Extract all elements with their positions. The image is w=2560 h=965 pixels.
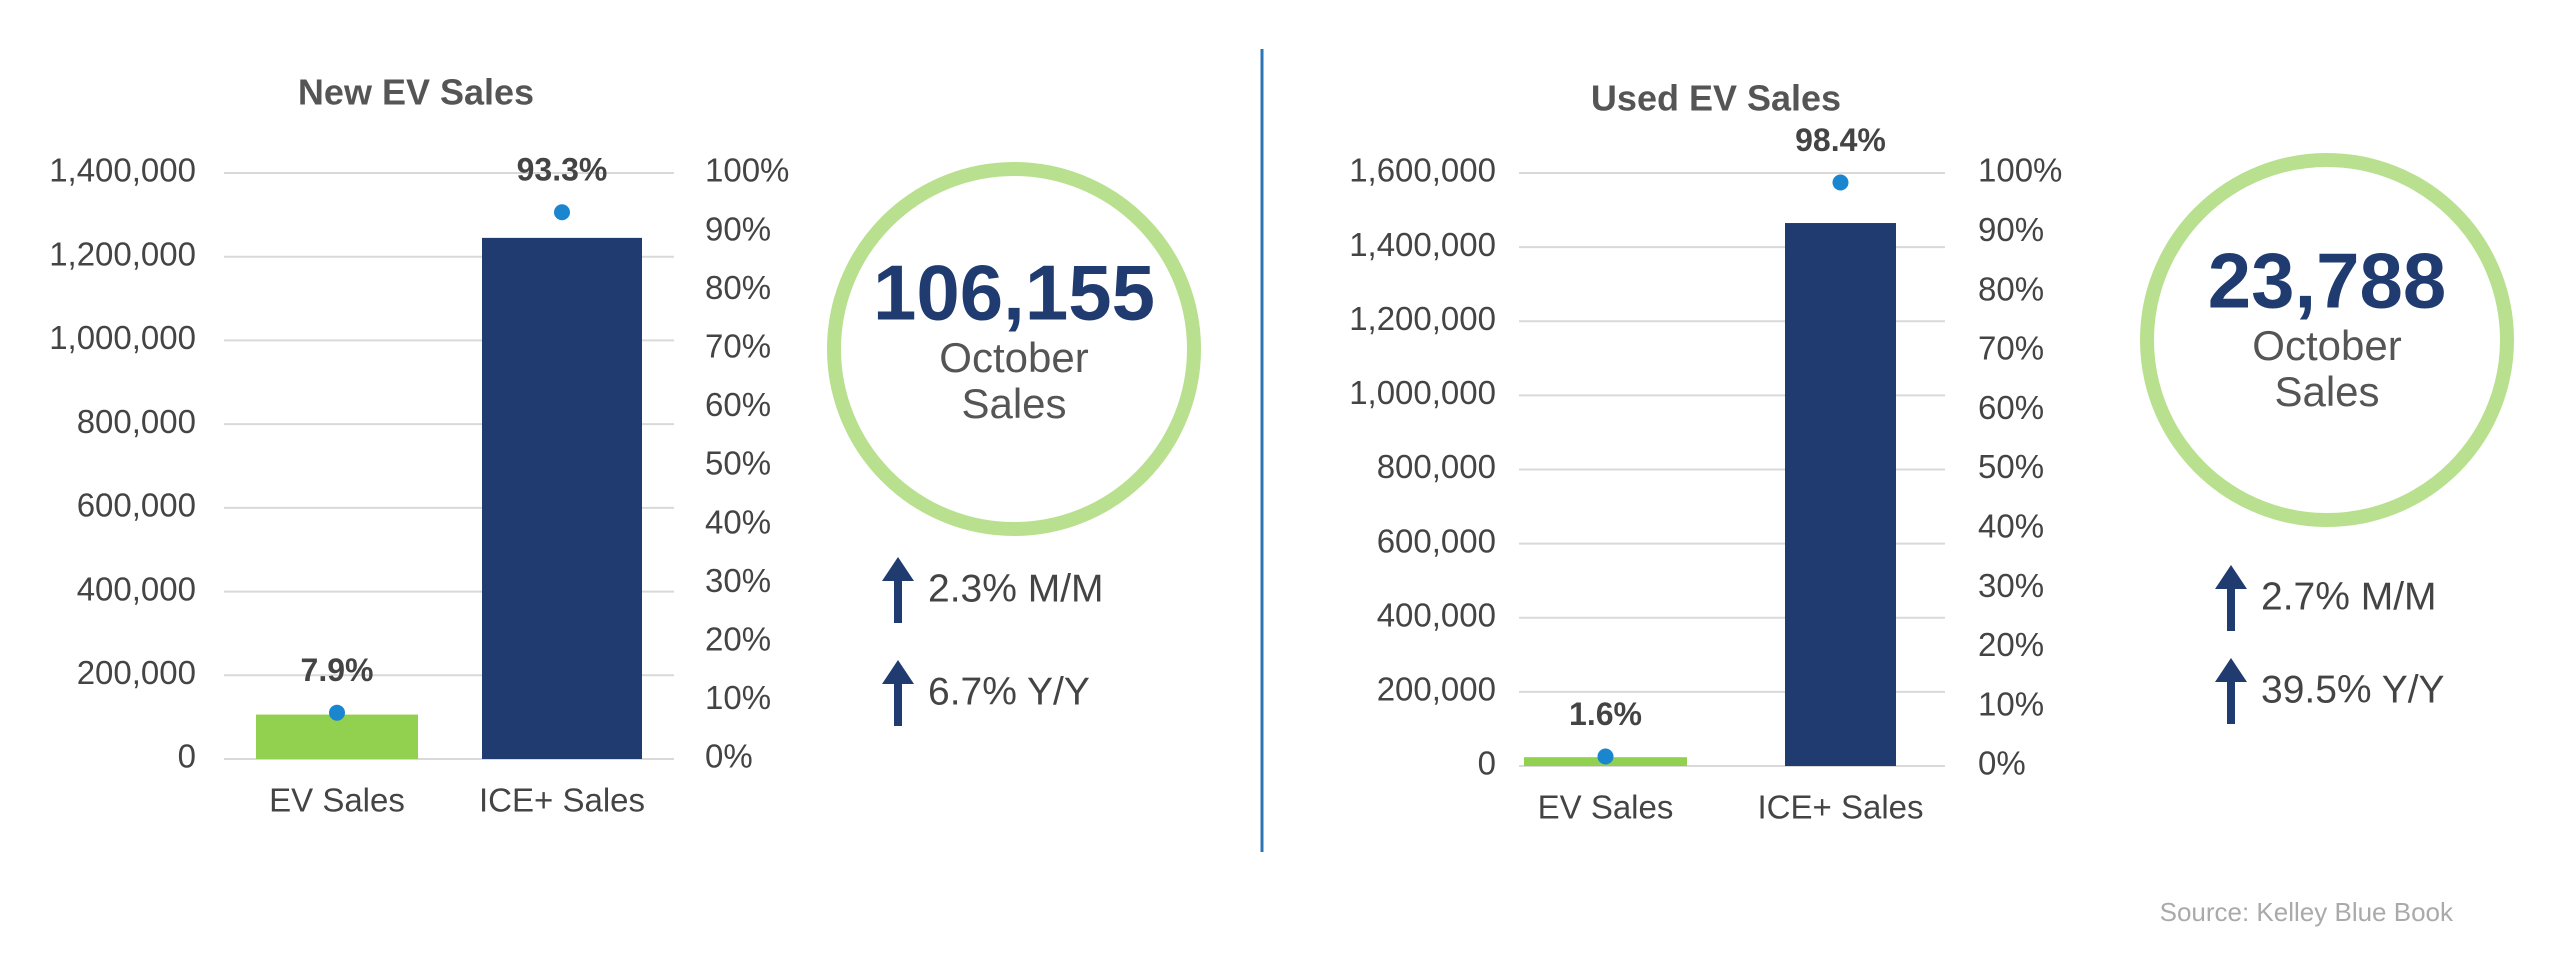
y2-tick-label: 60% xyxy=(705,386,771,423)
bar xyxy=(1785,223,1896,767)
highlight-label: Sales xyxy=(2274,368,2379,415)
y-tick-label: 1,400,000 xyxy=(49,152,196,189)
highlight-ring xyxy=(827,162,1201,536)
up-arrow xyxy=(2215,658,2247,724)
y-tick-label: 800,000 xyxy=(77,403,196,440)
bar xyxy=(256,714,418,759)
highlight-label: Sales xyxy=(961,380,1066,427)
y-tick-label: 0 xyxy=(1478,745,1496,782)
data-label: 1.6% xyxy=(1569,696,1642,732)
y2-tick-label: 100% xyxy=(1978,152,2062,189)
highlight-value: 23,788 xyxy=(2208,237,2447,325)
bar xyxy=(482,237,642,760)
highlight-label: October xyxy=(2252,322,2401,369)
y2-tick-label: 90% xyxy=(705,210,771,247)
y2-tick-label: 30% xyxy=(1978,567,2044,604)
up-arrow xyxy=(882,660,914,726)
y2-tick-label: 0% xyxy=(705,738,753,775)
chart-title: Used EV Sales xyxy=(1591,78,1841,119)
share-dot xyxy=(554,204,570,221)
share-dot xyxy=(1597,748,1614,765)
y-tick-label: 400,000 xyxy=(77,570,196,607)
highlight-ring xyxy=(2140,153,2514,527)
y2-tick-label: 50% xyxy=(1978,448,2044,485)
y-tick-label: 1,200,000 xyxy=(1349,300,1496,337)
y2-tick-label: 90% xyxy=(1978,211,2044,248)
data-label: 7.9% xyxy=(301,652,374,688)
y2-tick-label: 70% xyxy=(705,328,771,365)
y-tick-label: 600,000 xyxy=(77,487,196,524)
y2-tick-label: 10% xyxy=(705,679,771,716)
y-tick-label: 1,000,000 xyxy=(1349,374,1496,411)
x-tick-label: EV Sales xyxy=(1538,789,1674,826)
y-tick-label: 1,600,000 xyxy=(1349,152,1496,189)
share-dot xyxy=(329,704,345,721)
y-tick-label: 1,000,000 xyxy=(49,319,196,356)
y2-tick-label: 30% xyxy=(705,562,771,599)
y-tick-label: 600,000 xyxy=(1377,522,1496,559)
highlight-label: October xyxy=(939,334,1088,381)
y2-tick-label: 40% xyxy=(1978,508,2044,545)
up-arrow xyxy=(882,557,914,623)
y-tick-label: 800,000 xyxy=(1377,448,1496,485)
x-tick-label: ICE+ Sales xyxy=(1758,789,1924,826)
y2-tick-label: 60% xyxy=(1978,389,2044,426)
y-tick-label: 200,000 xyxy=(1377,671,1496,708)
y-tick-label: 200,000 xyxy=(77,654,196,691)
change-label: 6.7% Y/Y xyxy=(928,670,1090,713)
y2-tick-label: 10% xyxy=(1978,685,2044,722)
x-tick-label: EV Sales xyxy=(269,782,405,819)
chart-title: New EV Sales xyxy=(298,72,534,113)
data-label: 93.3% xyxy=(517,152,608,188)
y-tick-label: 1,400,000 xyxy=(1349,226,1496,263)
change-label: 2.3% M/M xyxy=(928,567,1104,610)
y2-tick-label: 20% xyxy=(1978,626,2044,663)
y2-tick-label: 80% xyxy=(705,269,771,306)
y2-tick-label: 40% xyxy=(705,503,771,540)
change-label: 2.7% M/M xyxy=(2261,575,2437,618)
y2-tick-label: 20% xyxy=(705,621,771,658)
share-dot xyxy=(1832,174,1849,191)
y2-tick-label: 100% xyxy=(705,152,789,189)
y2-tick-label: 70% xyxy=(1978,330,2044,367)
y-tick-label: 400,000 xyxy=(1377,596,1496,633)
data-label: 98.4% xyxy=(1795,122,1886,158)
highlight-value: 106,155 xyxy=(873,249,1155,337)
y2-tick-label: 0% xyxy=(1978,745,2026,782)
y2-tick-label: 50% xyxy=(705,445,771,482)
y-tick-label: 1,200,000 xyxy=(49,235,196,272)
up-arrow xyxy=(2215,565,2247,631)
x-tick-label: ICE+ Sales xyxy=(479,782,645,819)
y2-tick-label: 80% xyxy=(1978,270,2044,307)
y-tick-label: 0 xyxy=(178,738,196,775)
change-label: 39.5% Y/Y xyxy=(2261,668,2445,711)
source: Source: Kelley Blue Book xyxy=(2160,897,2454,927)
